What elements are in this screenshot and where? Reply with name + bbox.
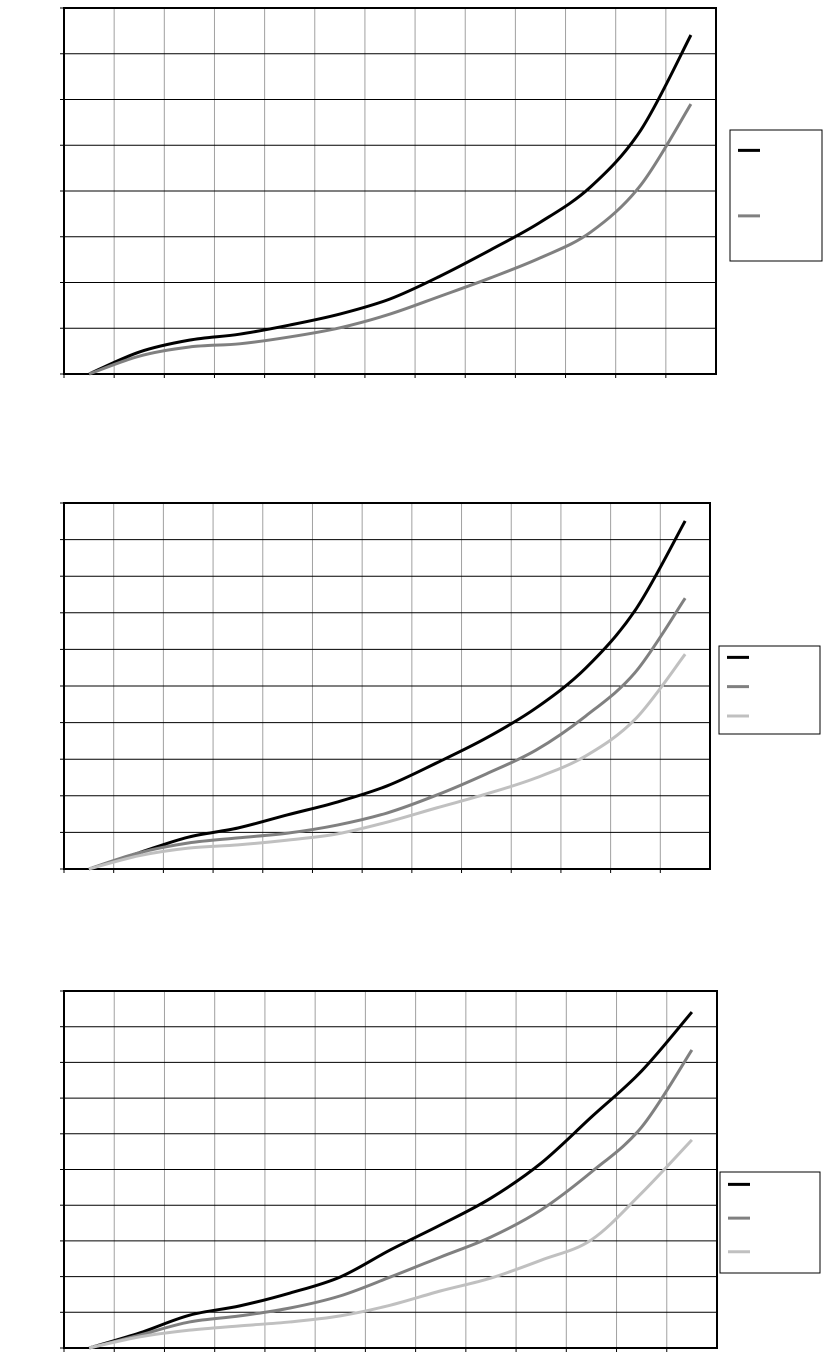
legend (719, 1171, 821, 1274)
series-line (88, 520, 687, 871)
series-line (88, 34, 693, 376)
chart (60, 7, 823, 378)
legend (718, 645, 821, 735)
chart (60, 502, 821, 873)
series-line (88, 1138, 693, 1350)
series-line (88, 597, 687, 871)
plot-border (63, 990, 718, 1349)
chart (60, 990, 821, 1352)
series-line (88, 103, 693, 376)
plot-border (63, 7, 717, 375)
series-line (88, 1011, 694, 1350)
series-line (88, 1049, 694, 1350)
plot-border (63, 502, 711, 870)
series-line (88, 653, 687, 871)
